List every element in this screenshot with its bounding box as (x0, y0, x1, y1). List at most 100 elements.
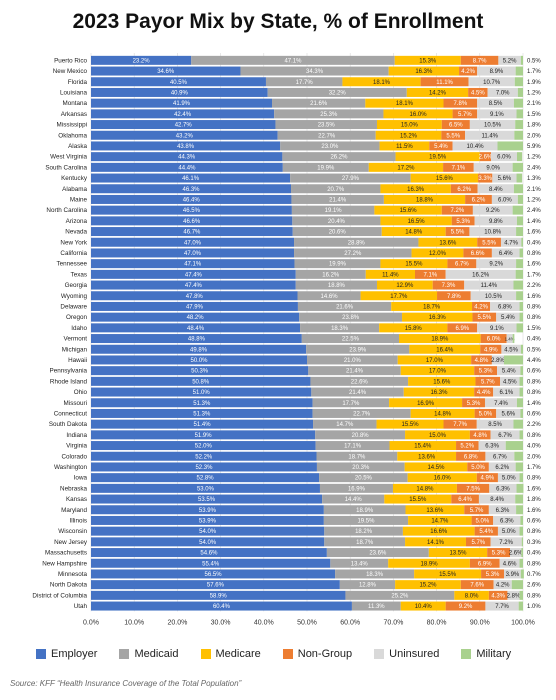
bar-segment-medicare (399, 334, 481, 344)
data-label: 5.0% (502, 476, 516, 482)
data-label: 0.6% (527, 411, 541, 417)
data-label: 5.6% (498, 176, 512, 182)
category-label: North Carolina (46, 207, 87, 214)
data-label: 1.6% (527, 262, 541, 268)
data-label: 12.8% (359, 583, 377, 589)
bar-segment-military (519, 248, 523, 258)
category-label: Virginia (66, 443, 87, 450)
bar-segment-military (512, 162, 523, 172)
bar-segment-employer (91, 376, 311, 386)
data-label: 10.4% (467, 144, 485, 150)
data-label: 5.7% (481, 379, 495, 385)
data-label: 1.2% (527, 90, 541, 96)
bar-segment-uninsured (478, 441, 506, 451)
bar-segment-uninsured (470, 291, 517, 301)
data-label: 18.2% (355, 529, 373, 535)
bar-segment-medicaid (315, 430, 406, 440)
data-label: 5.4% (434, 144, 448, 150)
category-label: Vermont (64, 336, 88, 343)
bar-segment-medicare (428, 548, 488, 558)
data-label: 52.3% (195, 465, 213, 471)
data-label: 1.4% (505, 337, 515, 342)
data-label: 51.4% (194, 422, 212, 428)
data-label: 5.9% (527, 144, 541, 150)
bar-segment-medicaid (323, 505, 406, 515)
data-label: 21.4% (329, 197, 347, 203)
bar-segment-non-group (456, 441, 479, 451)
bar-segment-uninsured (477, 184, 514, 194)
data-label: 6.7% (455, 262, 469, 268)
bar-segment-medicaid (290, 173, 411, 183)
bar-segment-military (519, 312, 523, 322)
x-tick-label: 80.0% (427, 619, 447, 626)
data-label: 23.2% (133, 58, 151, 64)
bar-segment-medicaid (191, 55, 395, 65)
legend-item: Non-Group (282, 648, 352, 660)
bar-segment-military (521, 548, 523, 558)
data-label: 0.8% (527, 315, 541, 321)
bar-segment-medicaid (326, 548, 429, 558)
data-label: 0.8% (527, 593, 541, 599)
bar-segment-non-group (469, 558, 500, 568)
bar-segment-medicaid (240, 66, 389, 76)
bar-segment-employer (91, 130, 278, 140)
data-label: 58.9% (210, 593, 228, 599)
data-label: 12.9% (396, 283, 414, 289)
data-label: 47.9% (186, 304, 204, 310)
data-label: 8.9% (490, 69, 504, 75)
bar-segment-uninsured (469, 120, 516, 130)
bar-segment-medicaid (291, 194, 384, 204)
data-label: 7.0% (496, 90, 510, 96)
data-label: 1.5% (527, 326, 541, 332)
bar-segment-medicaid (351, 601, 401, 611)
data-label: 6.2% (457, 187, 471, 193)
data-label: 6.2% (472, 197, 486, 203)
bar-segment-non-group (464, 505, 489, 515)
data-label: 47.8% (186, 294, 204, 300)
bar-segment-uninsured (476, 419, 514, 429)
bar-segment-uninsured (477, 323, 517, 333)
data-label: 5.0% (471, 465, 485, 471)
bar-segment-employer (91, 55, 192, 65)
data-label: 8.5% (488, 422, 502, 428)
bar-segment-employer (91, 344, 307, 354)
bar-segment-employer (91, 291, 298, 301)
category-label: Tennessee (57, 261, 88, 268)
data-label: 19.9% (329, 262, 347, 268)
bar-segment-employer (91, 152, 283, 162)
bar-segment-non-group (468, 87, 488, 97)
bar-segment-medicaid (280, 141, 380, 151)
data-label: 10.5% (484, 123, 502, 129)
bar-segment-non-group (475, 376, 501, 386)
data-label: 0.8% (527, 304, 541, 310)
bar-segment-medicare (391, 301, 473, 311)
bar-segment-military (516, 216, 523, 226)
data-label: 22.7% (318, 133, 336, 139)
bar-segment-employer (91, 451, 317, 461)
bar-segment-medicare (410, 408, 475, 418)
data-label: 53.5% (198, 497, 216, 503)
bar-segment-employer (91, 408, 313, 418)
legend-swatch (374, 649, 385, 659)
data-label: 48.2% (187, 315, 205, 321)
data-label: 0.3% (527, 540, 541, 546)
category-label: Idaho (71, 325, 87, 332)
data-label: 17.0% (426, 358, 444, 364)
x-tick-label: 40.0% (254, 619, 274, 626)
data-label: 10.5% (485, 294, 503, 300)
data-label: 34.6% (157, 69, 175, 75)
bar-segment-military (519, 301, 523, 311)
bar-segment-employer (91, 569, 336, 579)
data-label: 47.0% (184, 240, 202, 246)
bar-segment-non-group (462, 398, 485, 408)
category-label: Indiana (66, 432, 87, 439)
data-label: 13.4% (351, 561, 369, 567)
data-label: 9.2% (489, 262, 503, 268)
bar-segment-medicare (368, 162, 444, 172)
data-label: 0.8% (527, 476, 541, 482)
bar-segment-employer (91, 141, 281, 151)
data-label: 52.2% (195, 454, 213, 460)
data-label: 7.7% (495, 604, 509, 610)
category-label: Oklahoma (58, 132, 87, 139)
category-label: Maine (70, 196, 88, 203)
